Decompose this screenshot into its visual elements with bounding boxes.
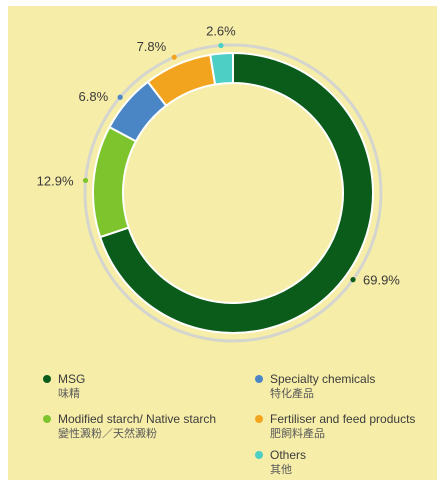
donut-slice-4 — [209, 51, 234, 86]
slice-labels: 69.9% 12.9% 6.8% 7.8% 2.6% — [37, 23, 401, 287]
legend-label-msg: MSG — [58, 372, 86, 386]
legend-swatch-fertiliser — [255, 415, 263, 423]
legend-label-specialty-zh: 特化產品 — [270, 388, 314, 400]
legend-item-specialty: Specialty chemicals 特化產品 — [255, 372, 376, 402]
slice-marker-4 — [218, 42, 224, 49]
slice-marker-3 — [171, 54, 177, 60]
legend-label-fertiliser-zh: 肥飼料產品 — [270, 428, 325, 440]
outer-ring-track — [83, 43, 383, 343]
legend-swatch-others — [255, 451, 263, 459]
slice-label-2: 6.8% — [79, 89, 109, 104]
chart-panel — [8, 6, 437, 480]
slice-marker-0 — [350, 277, 356, 283]
legend-label-msg-zh: 味精 — [58, 388, 80, 400]
slice-label-3: 7.8% — [137, 39, 167, 54]
slice-label-4: 2.6% — [206, 23, 236, 38]
legend-item-fertiliser: Fertiliser and feed products 肥飼料產品 — [255, 412, 416, 442]
legend-label-specialty: Specialty chemicals — [270, 372, 376, 386]
legend-item-starch: Modified starch/ Native starch 變性澱粉／天然澱粉 — [43, 412, 217, 442]
legend-item-others: Others 其他 — [255, 448, 307, 478]
legend-swatch-starch — [43, 415, 51, 423]
legend-label-others: Others — [270, 448, 307, 462]
donut-slices — [92, 51, 374, 334]
slice-label-1: 12.9% — [37, 173, 74, 188]
donut-slice-0 — [98, 51, 374, 334]
slice-marker-2 — [117, 94, 123, 100]
legend-label-starch-zh: 變性澱粉／天然澱粉 — [58, 428, 157, 440]
legend-item-msg: MSG 味精 — [43, 372, 86, 402]
legend-label-starch: Modified starch/ Native starch — [58, 412, 217, 426]
legend-swatch-msg — [43, 375, 51, 383]
legend-label-fertiliser: Fertiliser and feed products — [270, 412, 416, 426]
slice-marker-1 — [82, 177, 89, 184]
slice-label-0: 69.9% — [363, 273, 400, 288]
slice-markers — [82, 42, 356, 283]
donut-slice-1 — [92, 125, 138, 239]
legend-label-others-zh: 其他 — [270, 464, 292, 476]
legend-swatch-specialty — [255, 375, 263, 383]
chart-legend: MSG 味精 Modified starch/ Native starch 變性… — [0, 372, 445, 482]
